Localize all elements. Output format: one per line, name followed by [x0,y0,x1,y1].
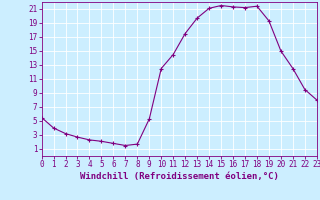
X-axis label: Windchill (Refroidissement éolien,°C): Windchill (Refroidissement éolien,°C) [80,172,279,181]
